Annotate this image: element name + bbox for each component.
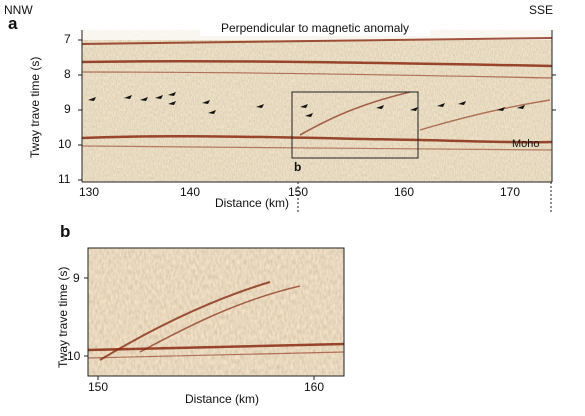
panel-a-seismic [82,30,552,182]
arrow-marker [458,101,466,105]
arrow-marker [88,97,96,101]
sse-label: SSE [529,3,554,17]
panel-a-section [78,30,556,212]
reflector-7-7s [81,59,553,68]
dipping-reflector [299,91,411,136]
b-x-tick-150: 150 [88,380,109,394]
arrow-marker [376,105,384,109]
moho-label: Moho [512,138,540,150]
panel-b-x-title: Distance (km) [185,392,260,406]
zoom-moho [87,342,345,352]
y-tick-10: 10 [58,137,72,151]
arrow-marker [168,92,176,96]
arrow-marker [256,104,264,108]
b-y-tick-9: 9 [73,271,80,285]
arrow-marker [124,95,132,99]
panel-a-y-title: Tway trave time (s) [28,56,42,158]
reflector-7s [81,37,553,45]
panel-a-letter: a [8,14,18,33]
arrow-marker [305,113,313,117]
arrow-marker [168,101,176,105]
banner-text: Perpendicular to magnetic anomaly [200,20,430,36]
panel-a-x-title: Distance (km) [215,196,290,210]
arrow-marker [140,97,148,101]
arrow-marker [208,110,216,114]
y-tick-7: 7 [64,32,71,46]
inset-marker-b: b [294,160,302,174]
nnw-label: NNW [4,3,33,17]
arrow-marker [155,95,163,99]
arrow-marker [437,103,445,107]
b-y-tick-10: 10 [67,349,81,363]
arrow-marker [410,107,418,111]
x-tick-170: 170 [500,185,521,199]
arrow-group [88,92,525,117]
y-tick-8: 8 [64,67,71,81]
x-tick-160: 160 [394,185,415,199]
arrow-marker [202,100,210,104]
b-x-tick-160: 160 [304,380,325,394]
arrow-marker [300,104,308,108]
arrow-marker [517,105,525,109]
x-tick-130: 130 [79,185,100,199]
arrow-marker [497,107,505,111]
x-tick-140: 140 [180,185,201,199]
panel-b-section [84,247,345,380]
inset-box [291,91,419,159]
y-tick-11: 11 [58,172,71,186]
moho-reflector [81,135,553,144]
x-tick-150: 150 [288,185,309,199]
y-tick-9: 9 [64,102,71,116]
panel-b-letter: b [60,222,71,241]
